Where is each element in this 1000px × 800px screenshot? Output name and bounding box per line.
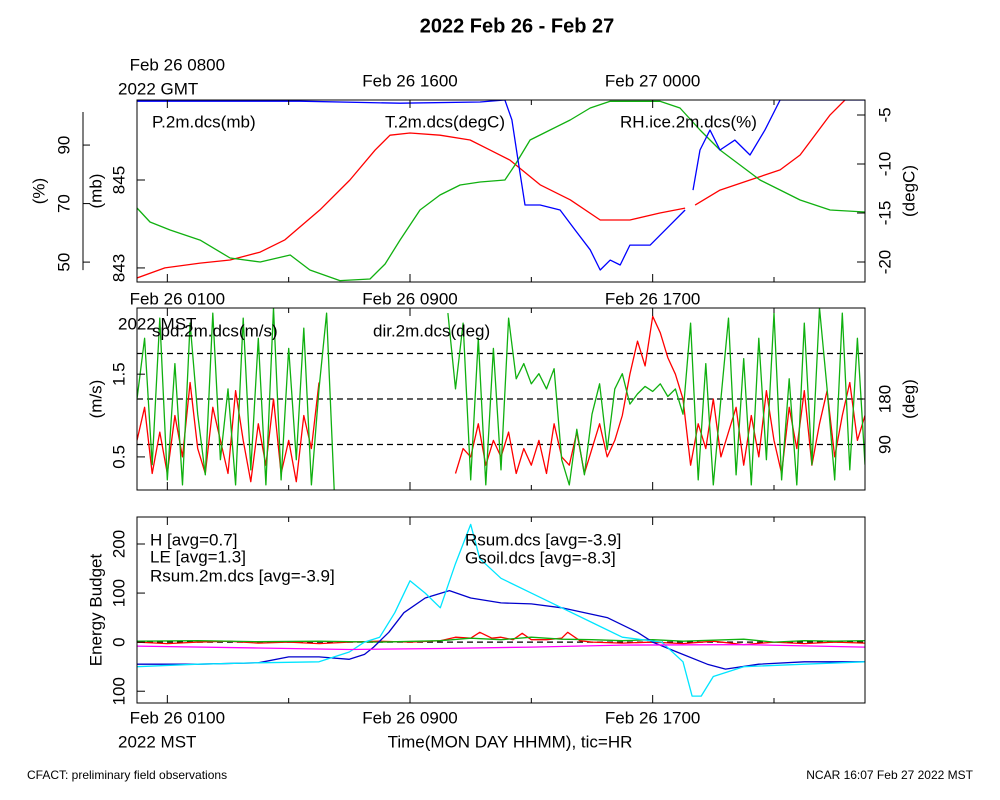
- footer-left: CFACT: preliminary field observations: [27, 768, 227, 782]
- series-group: [137, 100, 865, 282]
- series-label: T.2m.dcs(degC): [385, 112, 505, 131]
- series-group: [137, 523, 865, 697]
- series-label: P.2m.dcs(mb): [152, 112, 256, 131]
- series-line: [137, 636, 865, 643]
- chart-title: 2022 Feb 26 - Feb 27: [420, 15, 615, 37]
- y-tick-label: 0: [109, 637, 128, 646]
- series-label: Gsoil.dcs [avg=-8.3]: [465, 548, 616, 567]
- y2-tick-label: -20: [875, 250, 894, 275]
- series-line: [137, 643, 865, 651]
- y2-axis-title: (deg): [899, 379, 918, 419]
- series-group: [137, 308, 865, 490]
- y2-tick-label: 90: [875, 435, 894, 454]
- x-tick-label: Feb 26 0100: [130, 708, 225, 727]
- y-tick-label: 100: [109, 677, 128, 705]
- y2-tick-label: -10: [875, 152, 894, 177]
- x-sublabel: 2022 GMT: [118, 79, 198, 98]
- y2-tick-label: -15: [875, 201, 894, 226]
- series-label: Rsum.2m.dcs [avg=-3.9]: [150, 566, 335, 585]
- series-line: [137, 631, 865, 646]
- x-sublabel: 2022 MST: [118, 732, 196, 751]
- series-label: Rsum.dcs [avg=-3.9]: [465, 530, 621, 549]
- y3-tick-label: 90: [54, 136, 73, 155]
- x-tick-label: Feb 26 0800: [130, 55, 225, 74]
- y-tick-label: 100: [109, 579, 128, 607]
- y-axis-title: (m/s): [86, 380, 105, 419]
- series-line: [137, 308, 865, 490]
- series-label: LE [avg=1.3]: [150, 547, 246, 566]
- x-sublabel: 2022 MST: [118, 314, 196, 333]
- y3-tick-label: 50: [54, 253, 73, 272]
- y2-tick-label: -5: [875, 107, 894, 122]
- series-line: [137, 523, 865, 697]
- series-label: dir.2m.dcs(deg): [373, 321, 490, 340]
- y2-axis-title: (degC): [899, 165, 918, 217]
- series-label: spd.2m.dcs(m/s): [152, 321, 278, 340]
- plot-frame: [136, 99, 866, 283]
- x-tick-label: Feb 26 1700: [605, 289, 700, 308]
- x-tick-label: Feb 26 0900: [362, 708, 457, 727]
- footer-right: NCAR 16:07 Feb 27 2022 MST: [806, 768, 973, 782]
- x-tick-label: Feb 27 0000: [605, 71, 700, 90]
- y-tick-label: 843: [109, 254, 128, 282]
- x-tick-label: Feb 26 1700: [605, 708, 700, 727]
- x-tick-label: Feb 26 0100: [130, 289, 225, 308]
- y-tick-label: 845: [109, 166, 128, 194]
- y-axis-title: Energy Budget: [86, 553, 105, 666]
- y3-axis-title: (%): [29, 178, 48, 204]
- y-tick-label: 0.5: [109, 445, 128, 469]
- y-axis-title: (mb): [86, 174, 105, 209]
- series-label: H [avg=0.7]: [150, 530, 237, 549]
- series-line: [137, 100, 846, 279]
- y2-tick-label: 180: [875, 385, 894, 413]
- series-line: [137, 589, 865, 670]
- x-tick-label: Feb 26 1600: [362, 71, 457, 90]
- series-line: [137, 100, 865, 271]
- x-axis-title: Time(MON DAY HHMM), tic=HR: [388, 732, 633, 751]
- series-line: [137, 100, 865, 282]
- series-label: RH.ice.2m.dcs(%): [620, 112, 757, 131]
- plot-frame: [136, 516, 866, 704]
- x-tick-label: Feb 26 0900: [362, 289, 457, 308]
- y-tick-label: 1.5: [109, 362, 128, 386]
- y-tick-label: 200: [109, 530, 128, 558]
- y3-tick-label: 70: [54, 194, 73, 213]
